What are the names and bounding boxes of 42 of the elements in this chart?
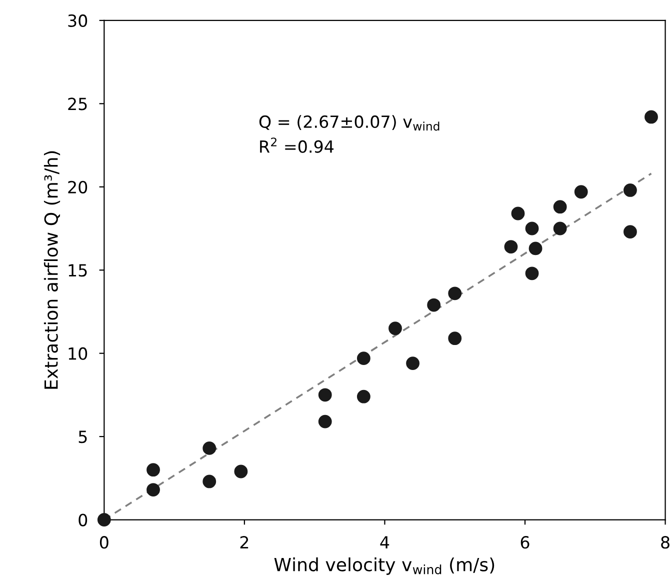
point bbox=[202, 474, 216, 488]
point bbox=[318, 414, 332, 428]
point bbox=[644, 110, 658, 124]
annotation: Q = (2.67±0.07) v$_{wind}$ bbox=[259, 115, 440, 131]
point bbox=[553, 200, 567, 214]
point bbox=[97, 513, 111, 526]
point bbox=[511, 206, 525, 220]
x-tick-label: 0 bbox=[100, 536, 108, 549]
point bbox=[356, 390, 370, 404]
point bbox=[624, 184, 637, 197]
point bbox=[234, 464, 248, 478]
point bbox=[202, 441, 216, 455]
point bbox=[553, 222, 567, 236]
point bbox=[356, 352, 370, 366]
point bbox=[504, 240, 518, 254]
point bbox=[406, 356, 420, 370]
point bbox=[448, 332, 462, 346]
y-axis-title: Extraction airflow Q (m³/h) bbox=[44, 151, 60, 389]
x-tick-label: 2 bbox=[240, 536, 248, 548]
point bbox=[525, 222, 539, 236]
x-axis-title: Wind velocity v$_{wind}$ (m/s) bbox=[274, 557, 494, 575]
point bbox=[318, 388, 332, 402]
point bbox=[448, 286, 462, 300]
y-tick-label: 20 bbox=[68, 180, 88, 194]
point bbox=[624, 225, 637, 239]
point bbox=[427, 298, 441, 312]
y-tick-label: 10 bbox=[68, 347, 88, 360]
point bbox=[146, 463, 160, 477]
y-tick-label: 15 bbox=[68, 264, 87, 277]
point bbox=[388, 322, 402, 336]
annotation: R$^{2}$ =0.94 bbox=[260, 138, 334, 153]
x-tick-label: 8 bbox=[661, 536, 670, 549]
point bbox=[525, 266, 539, 280]
y-tick-label: 25 bbox=[68, 98, 87, 110]
y-tick-label: 30 bbox=[68, 14, 88, 28]
x-tick-label: 6 bbox=[520, 536, 530, 549]
point bbox=[528, 242, 542, 256]
point bbox=[574, 185, 588, 199]
point bbox=[146, 483, 160, 497]
y-tick-label: 5 bbox=[78, 430, 87, 444]
y-tick-label: 0 bbox=[78, 514, 88, 526]
x-tick-label: 4 bbox=[380, 536, 390, 548]
